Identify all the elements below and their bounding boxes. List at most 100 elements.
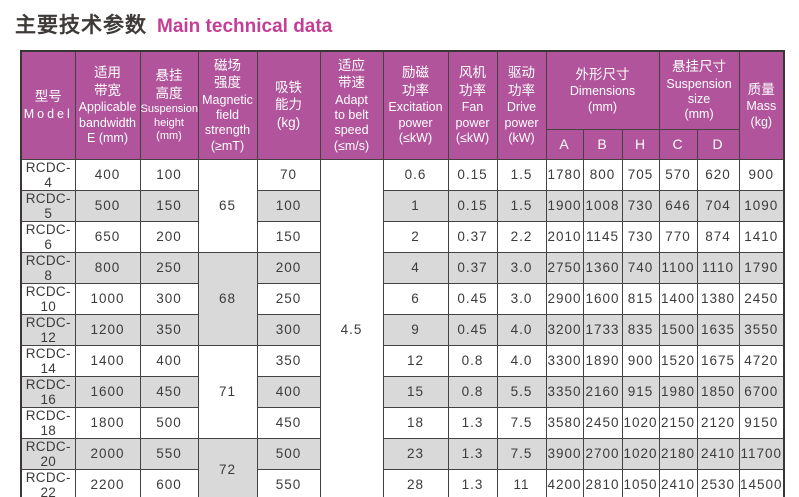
- col-header-suspension-size: 悬挂尺寸 Suspension size (mm): [658, 50, 740, 130]
- cell-size-c: 646: [658, 189, 698, 222]
- cell-capacity: 500: [256, 437, 321, 470]
- col-header-mass-en: Mass (kg): [746, 99, 777, 129]
- cell-excitation: 12: [382, 344, 449, 377]
- cell-size-d: 1635: [696, 313, 740, 346]
- cell-dim-b: 1360: [582, 251, 623, 284]
- table-row-rcdc-22: RCDC-22 2200 600 550 28 1.3 11 4200 2810…: [20, 468, 785, 497]
- cell-height: 550: [139, 437, 199, 470]
- table-row-rcdc-14: RCDC-14 1400 400 71 350 12 0.8 4.0 3300 …: [20, 344, 785, 439]
- cell-bandwidth: 1200: [74, 313, 141, 346]
- col-header-suspension-height-en: Suspension height (mm): [140, 103, 198, 142]
- cell-fan: 0.45: [447, 282, 498, 315]
- cell-mass: 6700: [738, 375, 785, 408]
- cell-model: RCDC-10: [20, 282, 76, 315]
- page-title-zh: 主要技术参数: [15, 14, 147, 37]
- col-header-suspension-size-en: Suspension size (mm): [666, 76, 732, 122]
- col-header-size-d: D: [696, 128, 740, 160]
- cell-bandwidth: 1800: [74, 406, 141, 439]
- cell-mass: 3550: [738, 313, 785, 346]
- cell-height: 350: [139, 313, 199, 346]
- cell-height: 400: [139, 344, 199, 377]
- cell-dim-a: 4200: [545, 468, 584, 497]
- cell-fan: 0.37: [447, 220, 498, 253]
- cell-drive: 5.5: [496, 375, 547, 408]
- cell-height: 450: [139, 375, 199, 408]
- table-row-rcdc-4: RCDC-4 400 100 65 70 4.5 0.6 0.15 1.5 17…: [20, 158, 785, 497]
- cell-size-d: 620: [696, 158, 740, 191]
- cell-drive: 7.5: [496, 406, 547, 439]
- cell-excitation: 23: [382, 437, 449, 470]
- cell-capacity: 550: [256, 468, 321, 497]
- cell-model: RCDC-8: [20, 251, 76, 284]
- cell-dim-a: 3900: [545, 437, 584, 470]
- cell-excitation: 0.6: [382, 158, 449, 191]
- col-header-fan-power-zh: 风机 功率: [459, 65, 486, 98]
- cell-dim-a: 1900: [545, 189, 584, 222]
- cell-drive: 3.0: [496, 282, 547, 315]
- col-header-model-en: Model: [23, 106, 73, 121]
- cell-size-c: 2410: [658, 468, 698, 497]
- cell-dim-a: 3350: [545, 375, 584, 408]
- cell-size-d: 2410: [696, 437, 740, 470]
- cell-size-d: 874: [696, 220, 740, 253]
- cell-mass: 2450: [738, 282, 785, 315]
- cell-size-d: 704: [696, 189, 740, 222]
- col-header-dimensions-en: Dimensions (mm): [569, 84, 636, 114]
- cell-model: RCDC-16: [20, 375, 76, 408]
- col-header-magnetic-field: 磁场 强度 Magnetic field strength (≥mT): [197, 50, 258, 160]
- cell-model: RCDC-20: [20, 437, 76, 470]
- table-row-rcdc-20: RCDC-20 2000 550 72 500 23 1.3 7.5 3900 …: [20, 437, 785, 497]
- table-row-rcdc-5: RCDC-5 500 150 100 1 0.15 1.5 1900 1008 …: [20, 189, 785, 222]
- cell-drive: 7.5: [496, 437, 547, 470]
- col-header-belt-speed-zh: 适应 带速: [338, 57, 365, 91]
- cell-dim-a: 3580: [545, 406, 584, 439]
- col-header-suspension-height: 悬挂 高度 Suspension height (mm): [139, 50, 199, 160]
- cell-height: 200: [139, 220, 199, 253]
- cell-model: RCDC-22: [20, 468, 76, 497]
- cell-fan: 1.3: [447, 406, 498, 439]
- cell-dim-h: 705: [621, 158, 660, 191]
- cell-size-c: 1100: [658, 251, 698, 284]
- col-header-suspension-size-zh: 悬挂尺寸: [672, 59, 727, 75]
- cell-mass: 4720: [738, 344, 785, 377]
- table-row-rcdc-8: RCDC-8 800 250 68 200 4 0.37 3.0 2750 13…: [20, 251, 785, 346]
- cell-capacity: 250: [256, 282, 321, 315]
- cell-size-d: 1850: [696, 375, 740, 408]
- cell-mass: 9150: [738, 406, 785, 439]
- col-header-fan-power-en: Fan power (≤kW): [455, 100, 490, 145]
- cell-bandwidth: 500: [74, 189, 141, 222]
- cell-drive: 4.0: [496, 313, 547, 346]
- cell-excitation: 18: [382, 406, 449, 439]
- cell-dim-b: 800: [582, 158, 623, 191]
- cell-bandwidth: 800: [74, 251, 141, 284]
- cell-dim-h: 815: [621, 282, 660, 315]
- cell-excitation: 15: [382, 375, 449, 408]
- page-title: 主要技术参数 Main technical data: [15, 9, 799, 39]
- cell-mass: 1410: [738, 220, 785, 253]
- cell-capacity: 300: [256, 313, 321, 346]
- col-header-dimensions: 外形尺寸 Dimensions (mm): [545, 50, 660, 130]
- col-header-capacity-zh: 吸铁 能力 (kg): [275, 79, 302, 131]
- cell-bandwidth: 1000: [74, 282, 141, 315]
- cell-magnetic-merged: 68: [197, 251, 258, 346]
- cell-height: 150: [139, 189, 199, 222]
- cell-dim-h: 1050: [621, 468, 660, 497]
- cell-dim-b: 1600: [582, 282, 623, 315]
- cell-belt-speed-merged: 4.5: [319, 158, 384, 497]
- col-header-drive-power: 驱动 功率 Drive power (kW): [496, 50, 547, 160]
- cell-size-c: 2180: [658, 437, 698, 470]
- cell-size-d: 2530: [696, 468, 740, 497]
- col-header-drive-power-en: Drive power (kW): [504, 100, 539, 145]
- col-header-size-c: C: [658, 128, 698, 160]
- cell-mass: 1090: [738, 189, 785, 222]
- cell-height: 300: [139, 282, 199, 315]
- cell-capacity: 200: [256, 251, 321, 284]
- cell-height: 600: [139, 468, 199, 497]
- cell-dim-a: 3200: [545, 313, 584, 346]
- col-header-magnetic-field-zh: 磁场 强度: [214, 57, 241, 91]
- cell-dim-h: 730: [621, 189, 660, 222]
- catalog-page: 主要技术参数 Main technical data 型号 Model 适用 带宽…: [0, 9, 799, 497]
- cell-model: RCDC-4: [20, 158, 76, 191]
- col-header-bandwidth-en: Applicable bandwidth E (mm): [78, 100, 137, 145]
- cell-mass: 14500: [738, 468, 785, 497]
